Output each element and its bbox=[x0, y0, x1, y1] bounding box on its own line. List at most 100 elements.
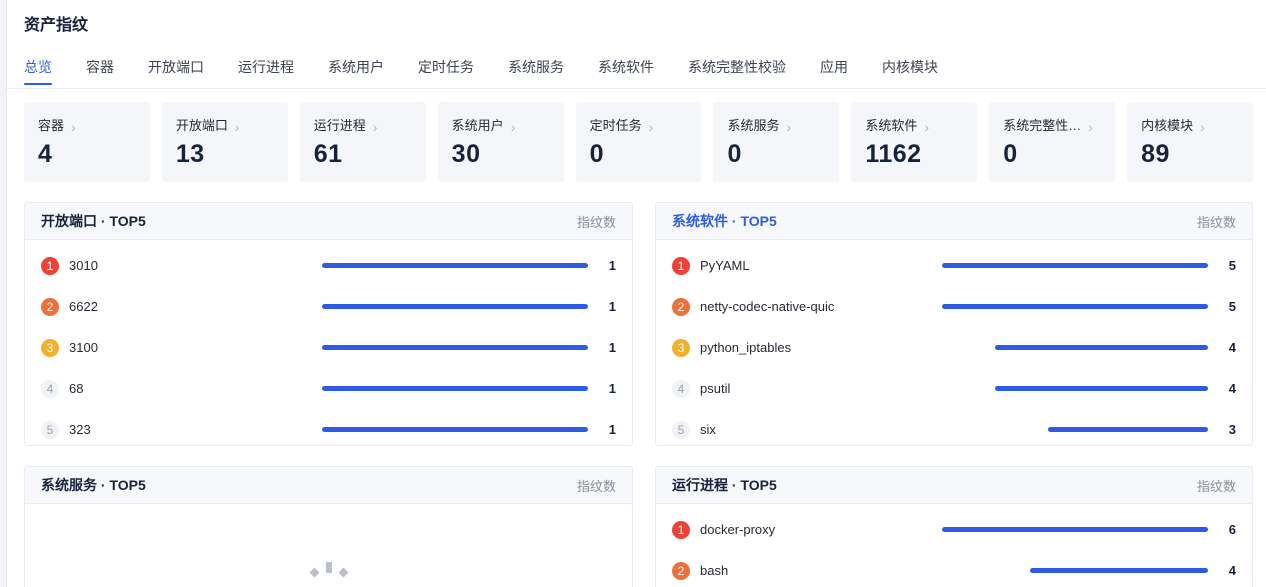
value-bar bbox=[995, 386, 1208, 391]
chevron-right-icon: › bbox=[1200, 118, 1205, 134]
empty-box-icon bbox=[309, 562, 348, 578]
tab-6[interactable]: 系统服务 bbox=[508, 59, 564, 75]
panel-body: 1 3010 1 2 6622 1 3 3100 1 4 68 1 5 323 1 bbox=[25, 240, 632, 445]
stat-card-value: 0 bbox=[727, 140, 742, 168]
rank-badge: 4 bbox=[41, 379, 59, 398]
stat-card-value: 1162 bbox=[865, 140, 922, 168]
page-title: 资产指纹 bbox=[24, 17, 89, 34]
bar-track bbox=[942, 304, 1208, 309]
rank-badge: 2 bbox=[672, 297, 690, 316]
value-bar bbox=[322, 345, 588, 350]
stat-card-label-row: 系统用户 › bbox=[452, 115, 550, 134]
bar-track bbox=[322, 386, 588, 391]
top5-item-label: netty-codec-native-quic bbox=[700, 299, 835, 314]
top5-row: 2 bash 4 bbox=[672, 550, 1236, 587]
top5-item-value: 1 bbox=[608, 258, 616, 273]
tab-2[interactable]: 开放端口 bbox=[148, 59, 204, 75]
panel-body bbox=[25, 504, 632, 587]
main-content: 资产指纹 总览 容器 开放端口 运行进程 系统用户 定时任务 系统服务 系统软件 系统完整性校验… bbox=[7, 0, 1266, 587]
value-bar bbox=[1029, 568, 1208, 573]
top5-item-label: six bbox=[700, 422, 716, 437]
stat-card-kernel-modules[interactable]: 内核模块 › 89 bbox=[1127, 102, 1254, 182]
top5-row: 5 323 1 bbox=[41, 409, 616, 445]
tab-1[interactable]: 容器 bbox=[86, 59, 114, 75]
fingerprint-count-label: 指纹数 bbox=[1196, 214, 1236, 230]
panel-body: 1 docker-proxy 6 2 bash 4 bbox=[656, 504, 1252, 587]
tab-0[interactable]: 总览 bbox=[24, 49, 52, 88]
top5-item-value: 1 bbox=[608, 340, 616, 355]
stat-card-system-users[interactable]: 系统用户 › 30 bbox=[437, 102, 564, 182]
top5-item-value: 1 bbox=[608, 299, 616, 314]
value-bar bbox=[322, 386, 588, 391]
fingerprint-count-label: 指纹数 bbox=[1196, 478, 1236, 494]
tab-4[interactable]: 系统用户 bbox=[328, 59, 384, 75]
bar-track bbox=[942, 345, 1208, 350]
value-bar bbox=[1048, 427, 1208, 432]
tabbar-divider: 总览 容器 开放端口 运行进程 系统用户 定时任务 系统服务 系统软件 系统完整性校验 应用 内核模… bbox=[7, 49, 1266, 89]
panel-title-link[interactable]: 开放端口 · TOP5 bbox=[41, 213, 146, 229]
stat-card-label: 系统服务 bbox=[727, 118, 780, 133]
rank-badge: 1 bbox=[672, 520, 690, 539]
panel-title-link[interactable]: 系统软件 · TOP5 bbox=[672, 213, 777, 229]
bar-track bbox=[322, 427, 588, 432]
top5-item-value: 5 bbox=[1228, 258, 1236, 273]
stat-card-open-ports[interactable]: 开放端口 › 13 bbox=[161, 102, 288, 182]
stat-card-label: 定时任务 bbox=[589, 118, 642, 133]
value-bar bbox=[942, 304, 1208, 309]
tab-3[interactable]: 运行进程 bbox=[238, 59, 294, 75]
top5-row: 1 PyYAML 5 bbox=[672, 245, 1236, 286]
chevron-right-icon: › bbox=[924, 118, 930, 134]
value-bar bbox=[942, 263, 1208, 268]
stat-card-system-services[interactable]: 系统服务 › 0 bbox=[713, 102, 840, 182]
top5-row: 5 six 3 bbox=[672, 409, 1236, 445]
stat-card-system-integrity[interactable]: 系统完整性… › 0 bbox=[989, 102, 1116, 182]
panel-header: 系统服务 · TOP5 指纹数 bbox=[25, 467, 632, 504]
stat-card-value: 0 bbox=[1003, 140, 1018, 168]
chevron-right-icon: › bbox=[786, 118, 792, 134]
stat-card-running-processes[interactable]: 运行进程 › 61 bbox=[299, 102, 426, 182]
stat-card-value: 0 bbox=[589, 140, 604, 168]
chevron-right-icon: › bbox=[71, 118, 76, 134]
top5-row: 3 3100 1 bbox=[41, 327, 616, 368]
top5-item-value: 4 bbox=[1228, 563, 1236, 578]
stat-card-label-row: 系统服务 › bbox=[727, 115, 825, 134]
top5-item-value: 1 bbox=[608, 381, 616, 396]
top5-item-label: 3010 bbox=[69, 258, 98, 273]
tab-7[interactable]: 系统软件 bbox=[598, 59, 654, 75]
panel-header: 运行进程 · TOP5 指纹数 bbox=[656, 467, 1252, 504]
panel-title-link[interactable]: 运行进程 · TOP5 bbox=[672, 477, 777, 493]
stat-card-value: 4 bbox=[38, 140, 53, 168]
top5-item-value: 4 bbox=[1228, 340, 1236, 355]
stat-card-containers[interactable]: 容器 › 4 bbox=[24, 102, 150, 182]
chevron-right-icon: › bbox=[234, 118, 240, 134]
panel-title-link[interactable]: 系统服务 · TOP5 bbox=[41, 477, 146, 493]
top5-item-label: 323 bbox=[69, 422, 91, 437]
panel-system-services-top5: 系统服务 · TOP5 指纹数 bbox=[24, 466, 633, 587]
stat-card-value: 13 bbox=[175, 140, 205, 168]
rank-badge: 2 bbox=[672, 561, 690, 580]
bar-track bbox=[322, 304, 588, 309]
panel-header: 开放端口 · TOP5 指纹数 bbox=[25, 203, 632, 240]
top5-item-label: docker-proxy bbox=[700, 522, 776, 537]
stat-card-label: 运行进程 bbox=[313, 118, 366, 133]
panel-open-ports-top5: 开放端口 · TOP5 指纹数 1 3010 1 2 6622 1 3 3100 1 4 68 1 5 323… bbox=[24, 202, 633, 446]
tab-5[interactable]: 定时任务 bbox=[418, 59, 474, 75]
tab-8[interactable]: 系统完整性校验 bbox=[688, 59, 786, 75]
bar-track bbox=[942, 386, 1208, 391]
bar-track bbox=[942, 263, 1208, 268]
stat-card-scheduled-tasks[interactable]: 定时任务 › 0 bbox=[575, 102, 702, 182]
stat-card-label: 内核模块 bbox=[1141, 118, 1194, 133]
stat-card-label-row: 系统完整性… › bbox=[1003, 115, 1101, 134]
top5-row: 4 68 1 bbox=[41, 368, 616, 409]
bar-track bbox=[942, 568, 1208, 573]
tab-10[interactable]: 内核模块 bbox=[882, 59, 938, 75]
stat-card-label-row: 系统软件 › bbox=[865, 115, 963, 134]
top5-item-label: 3100 bbox=[69, 340, 98, 355]
top5-row: 2 netty-codec-native-quic 5 bbox=[672, 286, 1236, 327]
stat-card-value: 61 bbox=[313, 140, 343, 168]
tab-9[interactable]: 应用 bbox=[820, 59, 848, 75]
stat-card-system-software[interactable]: 系统软件 › 1162 bbox=[851, 102, 978, 182]
tabbar: 总览 容器 开放端口 运行进程 系统用户 定时任务 系统服务 系统软件 系统完整性校验 应用 内核模… bbox=[7, 49, 1266, 88]
top5-item-value: 3 bbox=[1228, 422, 1236, 437]
